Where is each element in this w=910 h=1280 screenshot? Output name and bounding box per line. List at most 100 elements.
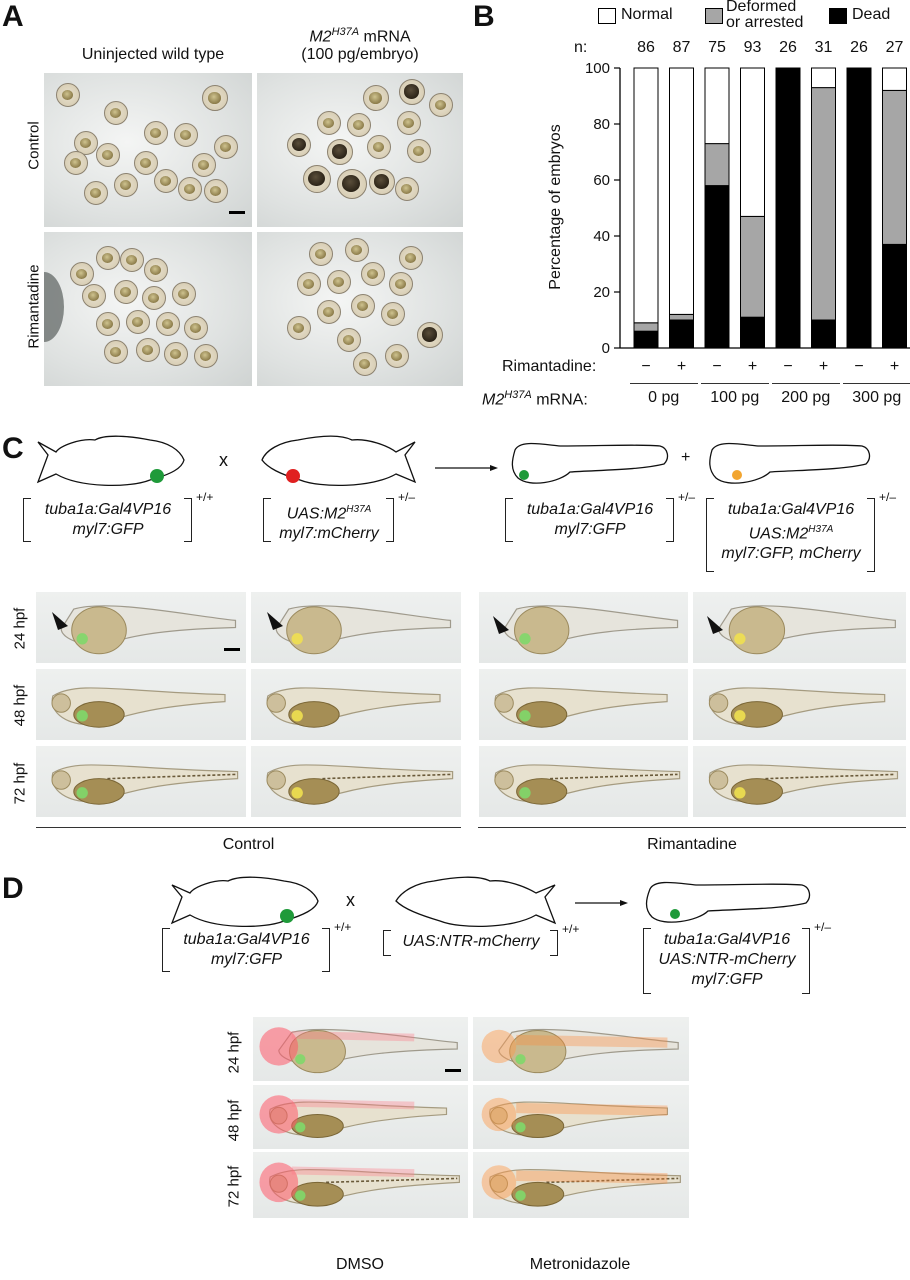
c-group-label-control: Control [222, 836, 275, 853]
legend-label-deformed-line1: Deformed [726, 0, 797, 15]
bar-segment [740, 316, 765, 349]
n-value: 87 [672, 39, 691, 56]
larva-image [51, 687, 226, 728]
a-mrna-gene: M2 [309, 28, 332, 46]
larva-image [494, 764, 681, 805]
a-col-title-mrna: M2H37A mRNA (100 pg/embryo) [258, 26, 462, 64]
bar-segment [811, 319, 836, 349]
rimantadine-sign: − [712, 358, 722, 375]
dose-label: 0 pg [648, 389, 680, 406]
d-geno1-line2: myl7:GFP [210, 951, 283, 968]
mrna-row-gene: M2 [482, 391, 505, 409]
n-value: 31 [814, 39, 833, 56]
larva-image [481, 1097, 668, 1138]
legend-swatch-deformed [705, 8, 723, 24]
c-geno1-line2: myl7:GFP [72, 521, 144, 538]
larva-image [259, 1095, 448, 1138]
a-mrna-dose: (100 pg/embryo) [301, 46, 419, 64]
n-value: 27 [885, 39, 904, 56]
legend-label-deformed: Deformed or arrested [726, 0, 803, 31]
panel-letter-a: A [2, 0, 24, 33]
c-photo [479, 669, 688, 740]
c-photo [251, 592, 461, 663]
arrowhead-icon [493, 616, 509, 634]
bar-segment [633, 330, 659, 349]
dose-group-line [630, 383, 698, 384]
c-heart-green-1 [150, 469, 164, 483]
panel-letter-c: C [2, 432, 24, 465]
mrna-row-label: M2H37A mRNA: [482, 389, 588, 409]
a-photo-wt-control [44, 73, 252, 227]
a-col-title-wildtype: Uninjected wild type [81, 46, 225, 63]
larva-image [708, 764, 899, 805]
d-arrow-head [620, 900, 628, 906]
d-larva [645, 881, 811, 923]
bar-segment [740, 215, 765, 318]
scale-bar [445, 1069, 461, 1072]
y-tick-label: 60 [593, 172, 610, 189]
d-geno1: tuba1a:Gal4VP16 myl7:GFP [169, 930, 324, 970]
dose-label: 300 pg [852, 389, 902, 406]
bar-segment [633, 67, 659, 324]
c-geno4-bracket-right [867, 498, 875, 572]
rimantadine-sign: + [889, 358, 900, 375]
c-photo [36, 592, 246, 663]
larva-image [494, 687, 668, 728]
panel-letter-b: B [473, 0, 495, 33]
d-geno2-bracket-right [550, 930, 558, 956]
d-geno1-line1: tuba1a:Gal4VP16 [183, 931, 310, 948]
c-arrow-head [490, 465, 498, 471]
d-geno2-sup: +/+ [562, 922, 580, 936]
a-photo-mrna-rimantadine [257, 232, 463, 386]
c-row-label-48: 48 hpf [11, 684, 29, 727]
d-photo [253, 1085, 468, 1149]
rimantadine-sign: + [676, 358, 687, 375]
larva-image [708, 687, 886, 728]
larva-image [60, 605, 237, 655]
scale-bar [224, 648, 240, 651]
arrowhead-icon [52, 612, 68, 630]
d-photo [473, 1152, 689, 1218]
legend-swatch-normal [598, 8, 616, 24]
c-group-label-rimantadine: Rimantadine [647, 836, 737, 853]
c-geno4-line1: tuba1a:Gal4VP16 [727, 501, 855, 518]
c-geno1: tuba1a:Gal4VP16 myl7:GFP [30, 500, 186, 540]
d-geno3-line1: tuba1a:Gal4VP16 [663, 931, 791, 948]
d-geno3: tuba1a:Gal4VP16 UAS:NTR-mCherry myl7:GFP [650, 930, 804, 990]
larva-image [266, 764, 454, 805]
legend-label-dead: Dead [852, 6, 891, 23]
d-row-label-72: 72 hpf [225, 1165, 243, 1208]
c-photo [693, 669, 906, 740]
rimantadine-sign: + [747, 358, 758, 375]
d-geno1-bracket-left [162, 928, 170, 972]
d-geno3-sup: +/– [814, 920, 832, 934]
c-adult-fish-1 [36, 435, 185, 487]
c-photo [693, 746, 906, 817]
arrowhead-icon [267, 612, 283, 630]
c-geno1-line1: tuba1a:Gal4VP16 [44, 501, 172, 518]
c-geno2-line2: myl7:mCherry [279, 525, 379, 543]
legend-label-deformed-line2: or arrested [726, 14, 804, 31]
bar-segment [882, 89, 907, 245]
dose-group-line [701, 383, 769, 384]
c-photo [36, 669, 246, 740]
d-geno3-bracket-left [643, 928, 651, 994]
d-geno2: UAS:NTR-mCherry [402, 933, 540, 950]
c-control-underline [36, 827, 461, 828]
c-geno2: UAS:M2H37A myl7:mCherry [270, 500, 388, 544]
y-tick-label: 40 [593, 228, 610, 245]
d-photo [473, 1017, 689, 1081]
y-tick-label: 80 [593, 116, 610, 133]
arrowhead-icon [707, 616, 723, 634]
c-schematic [36, 435, 871, 487]
larva-image [51, 764, 239, 805]
c-geno4-line2: UAS:M2 [748, 525, 809, 543]
larva-image [503, 605, 679, 655]
c-geno3-sup: +/– [678, 490, 696, 504]
larva-image [481, 1165, 681, 1207]
n-value: 26 [850, 39, 868, 56]
larva-image [275, 605, 452, 655]
a-photo-mrna-control [257, 73, 463, 227]
y-axis-label: Percentage of embryos [547, 124, 564, 290]
c-geno3: tuba1a:Gal4VP16 myl7:GFP [512, 500, 668, 540]
